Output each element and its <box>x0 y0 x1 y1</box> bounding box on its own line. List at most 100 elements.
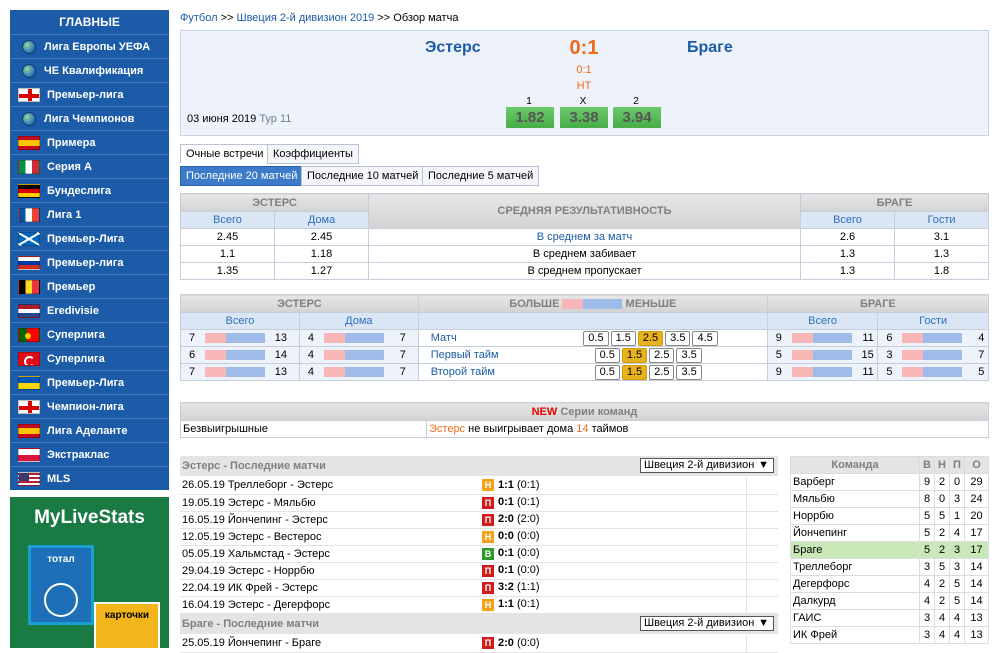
ou-line-button[interactable]: 1.5 <box>621 365 648 380</box>
sidebar-item[interactable]: Серия А <box>10 154 169 178</box>
last-home-select[interactable]: Швеция 2-й дивизион ▼ <box>640 458 774 473</box>
sidebar-item[interactable]: Лига 1 <box>10 202 169 226</box>
table-row[interactable]: 26.05.19 Треллеборг - Эстерс Н 1:1 (0:1) <box>180 477 778 495</box>
match-teams[interactable]: Йончепинг - Браге <box>227 637 322 650</box>
standings-team[interactable]: Норрбю <box>790 507 920 525</box>
ou-line-button[interactable]: 2.5 <box>649 348 675 363</box>
sidebar-item[interactable]: Экстраклас <box>10 442 169 466</box>
match-teams[interactable]: Эстерс - Норрбю <box>227 564 315 577</box>
sidebar-item[interactable]: Бундеслига <box>10 178 169 202</box>
match-teams[interactable]: Эстерс - Мяльбю <box>227 496 316 509</box>
standings-team[interactable]: Йончепинг <box>790 524 920 542</box>
tab-last-20[interactable]: Последние 20 матчей <box>180 166 304 186</box>
ou-line-button[interactable]: 2.5 <box>637 331 664 346</box>
odds-away-button[interactable]: 3.94 <box>613 107 661 128</box>
standings-team[interactable]: Треллеборг <box>790 558 920 576</box>
standings-team[interactable]: Далкурд <box>790 592 920 610</box>
promo-cards-card[interactable]: карточки <box>94 602 160 648</box>
ou-line-button[interactable]: 1.5 <box>621 348 648 363</box>
ou-line-button[interactable]: 0.5 <box>583 331 609 346</box>
standings-row[interactable]: Йончепинг 5 2 4 17 <box>790 524 989 542</box>
standings-team[interactable]: ГАИС <box>790 609 920 627</box>
ou-line-button[interactable]: 0.5 <box>594 365 620 380</box>
ou-line-button[interactable]: 1.5 <box>610 331 636 346</box>
ou-bar <box>323 333 384 344</box>
standings-row[interactable]: Далкурд 4 2 5 14 <box>790 592 989 610</box>
table-row[interactable]: 05.05.19 Хальмстад - Эстерс В 0:1 (0:0) <box>180 545 778 563</box>
table-row[interactable]: 22.04.19 ИК Фрей - Эстерс П 3:2 (1:1) <box>180 579 778 597</box>
standings-team[interactable]: ИК Фрей <box>790 626 920 644</box>
avg-col-all: Всего <box>180 211 275 229</box>
breadcrumb-league[interactable]: Швеция 2-й дивизион 2019 <box>236 12 375 24</box>
standings-team[interactable]: Браге <box>790 541 920 559</box>
tab-last-5[interactable]: Последние 5 матчей <box>422 166 540 186</box>
odds-draw-button[interactable]: 3.38 <box>560 107 608 128</box>
tab-last-10[interactable]: Последние 10 матчей <box>301 166 425 186</box>
match-teams[interactable]: Эстерс - Дегерфорс <box>227 598 331 611</box>
ou-line-button[interactable]: 3.5 <box>676 348 702 363</box>
table-row[interactable]: 29.04.19 Эстерс - Норрбю П 0:1 (0:0) <box>180 562 778 580</box>
sidebar-item[interactable]: Премьер <box>10 274 169 298</box>
ou-row-label[interactable]: Второй тайм <box>430 366 495 378</box>
avg-home-home: 1.27 <box>274 262 369 280</box>
sidebar-item[interactable]: Суперлига <box>10 322 169 346</box>
breadcrumb-football[interactable]: Футбол <box>180 12 218 24</box>
avg-home-home: 2.45 <box>274 228 369 246</box>
standings-row[interactable]: Дегерфорс 4 2 5 14 <box>790 575 989 593</box>
ou-line-button[interactable]: 3.5 <box>665 331 691 346</box>
standings-row[interactable]: Варберг 9 2 0 29 <box>790 473 989 491</box>
odds-home-button[interactable]: 1.82 <box>506 107 554 128</box>
standings-row[interactable]: Браге 5 2 3 17 <box>790 541 989 559</box>
sidebar-item[interactable]: ЧЕ Квалификация <box>10 58 169 82</box>
tab-h2h[interactable]: Очные встречи <box>180 144 270 164</box>
standings-row[interactable]: ИК Фрей 3 4 4 13 <box>790 626 989 644</box>
sidebar-item[interactable]: Премьер-лига <box>10 250 169 274</box>
standings-row[interactable]: ГАИС 3 4 4 13 <box>790 609 989 627</box>
ou-line-button[interactable]: 3.5 <box>676 365 702 380</box>
match-teams[interactable]: ИК Фрей - Эстерс <box>227 581 318 594</box>
match-teams[interactable]: Йончепинг - Эстерс <box>227 513 328 526</box>
standings-row[interactable]: Мяльбю 8 0 3 24 <box>790 490 989 508</box>
table-row[interactable]: 19.05.19 Эстерс - Мяльбю П 0:1 (0:1) <box>180 494 778 512</box>
table-row[interactable]: 12.05.19 Эстерс - Вестерос Н 0:0 (0:0) <box>180 528 778 546</box>
promo-total-card[interactable]: тотал <box>28 545 94 625</box>
ou-row-label[interactable]: Матч <box>430 332 457 344</box>
sidebar-item[interactable]: Примера <box>10 130 169 154</box>
standings-team[interactable]: Дегерфорс <box>790 575 920 593</box>
ou-row-label[interactable]: Первый тайм <box>430 349 499 361</box>
sidebar-item[interactable]: Лига Аделанте <box>10 418 169 442</box>
ou-over-count: 4 <box>307 366 314 378</box>
standings-team[interactable]: Мяльбю <box>790 490 920 508</box>
sidebar-item[interactable]: MLS <box>10 466 169 490</box>
ou-line-button[interactable]: 0.5 <box>594 348 620 363</box>
match-ht-score: (0:1) <box>516 479 540 492</box>
sidebar-item[interactable]: Лига Европы УЕФА <box>10 34 169 58</box>
ou-lines: 0.5 1.5 2.5 3.5 <box>594 365 703 380</box>
table-row[interactable]: 25.05.19 Йончепинг - Браге П 2:0 (0:0) <box>180 635 778 653</box>
standings-row[interactable]: Норрбю 5 5 1 20 <box>790 507 989 525</box>
match-teams[interactable]: Хальмстад - Эстерс <box>227 547 330 560</box>
promo-banner[interactable]: MyLiveStats тотал карточки <box>10 497 169 648</box>
sidebar-item[interactable]: Суперлига <box>10 346 169 370</box>
ou-line-button[interactable]: 4.5 <box>692 331 718 346</box>
standings-row[interactable]: Треллеборг 3 5 3 14 <box>790 558 989 576</box>
sidebar-item[interactable]: Eredivisie <box>10 298 169 322</box>
sidebar-item[interactable]: Премьер-Лига <box>10 370 169 394</box>
away-team-name[interactable]: Браге <box>687 39 733 56</box>
ou-over-count: 6 <box>886 332 893 344</box>
tab-odds[interactable]: Коэффициенты <box>267 144 359 164</box>
ou-line-button[interactable]: 2.5 <box>649 365 675 380</box>
standings-w: 3 <box>919 626 935 644</box>
standings-team[interactable]: Варберг <box>790 473 920 491</box>
home-team-name[interactable]: Эстерс <box>425 39 481 56</box>
series-team[interactable]: Эстерс <box>429 423 466 435</box>
match-teams[interactable]: Треллеборг - Эстерс <box>227 479 334 492</box>
sidebar-item[interactable]: Чемпион-лига <box>10 394 169 418</box>
sidebar-item[interactable]: Премьер-лига <box>10 82 169 106</box>
match-teams[interactable]: Эстерс - Вестерос <box>227 530 322 543</box>
last-away-select[interactable]: Швеция 2-й дивизион ▼ <box>640 616 774 631</box>
table-row[interactable]: 16.04.19 Эстерс - Дегерфорс Н 1:1 (0:1) <box>180 596 778 614</box>
table-row[interactable]: 16.05.19 Йончепинг - Эстерс П 2:0 (2:0) <box>180 511 778 529</box>
sidebar-item[interactable]: Лига Чемпионов <box>10 106 169 130</box>
sidebar-item[interactable]: Премьер-Лига <box>10 226 169 250</box>
